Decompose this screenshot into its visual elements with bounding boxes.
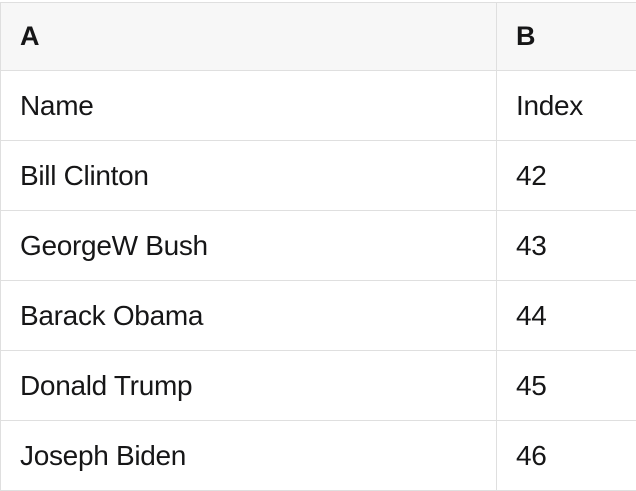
table-row: Name Index [1, 71, 636, 141]
table-row: Donald Trump 45 [1, 351, 636, 421]
cell-b4-index[interactable]: 44 [516, 299, 547, 331]
table-row: Barack Obama 44 [1, 281, 636, 351]
table-row: Bill Clinton 42 [1, 141, 636, 211]
cell-a5-name[interactable]: Donald Trump [1, 351, 497, 420]
column-header-row: A B [1, 3, 636, 71]
table-row: GeorgeW Bush 43 [1, 211, 636, 281]
cell-a3-name[interactable]: GeorgeW Bush [1, 211, 497, 280]
column-header-b[interactable]: B [516, 21, 536, 51]
table-row: Joseph Biden 46 [1, 421, 636, 491]
cell-b5-index[interactable]: 45 [516, 369, 547, 401]
cell-a4-name[interactable]: Barack Obama [1, 281, 497, 350]
cell-a6-name[interactable]: Joseph Biden [1, 421, 497, 490]
cell-a2-name[interactable]: Bill Clinton [1, 141, 497, 210]
cell-b6-index[interactable]: 46 [516, 439, 547, 471]
column-header-a[interactable]: A [1, 3, 497, 70]
cell-b3-index[interactable]: 43 [516, 229, 547, 261]
cell-a1-name-label[interactable]: Name [1, 71, 497, 140]
cell-b2-index[interactable]: 42 [516, 159, 547, 191]
cell-b1-index-label[interactable]: Index [516, 89, 583, 121]
